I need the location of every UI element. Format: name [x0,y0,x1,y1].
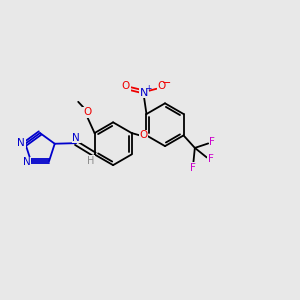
Text: O: O [157,81,166,92]
Text: N: N [72,133,80,143]
Text: F: F [209,137,215,147]
Text: +: + [145,84,152,93]
Text: N: N [23,157,31,167]
Text: F: F [208,154,214,164]
Text: N: N [17,137,25,148]
Text: −: − [162,78,171,88]
Text: H: H [87,156,95,166]
Text: N: N [140,88,148,98]
Text: F: F [190,163,196,172]
Text: O: O [140,130,148,140]
Text: O: O [122,81,130,92]
Text: O: O [83,107,91,117]
